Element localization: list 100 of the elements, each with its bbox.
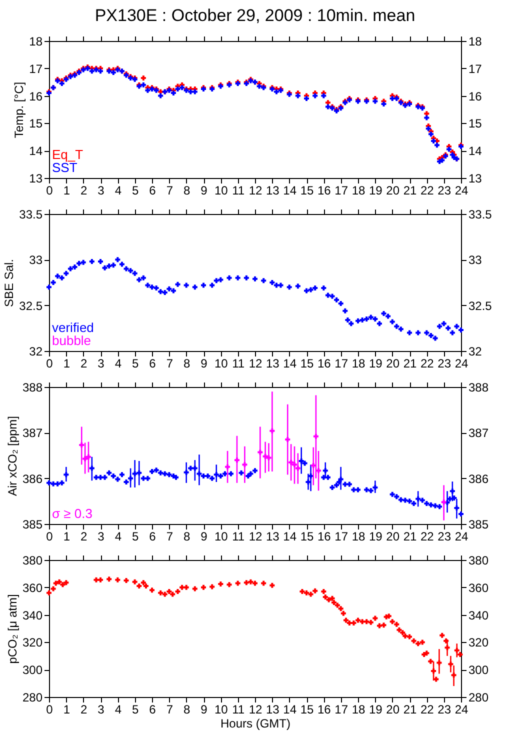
x-tick-label: 12 (248, 184, 262, 198)
x-tick-label: 17 (334, 184, 348, 198)
y2-tick-label: 380 (468, 554, 489, 568)
x-tick-label: 10 (214, 184, 228, 198)
y-tick-label: 14 (29, 144, 43, 158)
x-tick-label: 4 (114, 530, 122, 544)
x-tick-label: 11 (232, 530, 245, 544)
x-tick-label: 19 (368, 530, 383, 544)
y2-tick-label: 33 (468, 253, 482, 268)
x-tick-label: 22 (420, 530, 434, 544)
y2-tick-label: 33.5 (468, 208, 492, 222)
x-tick-label: 8 (183, 184, 190, 198)
point (288, 460, 294, 465)
y-tick-label: 380 (22, 554, 43, 568)
x-tick-label: 3 (98, 356, 105, 370)
x-tick-label: 2 (80, 184, 88, 198)
x-tick-label: 16 (317, 702, 332, 716)
point (258, 450, 263, 455)
point (316, 468, 322, 474)
x-tick-label: 16 (317, 356, 332, 370)
text: Eq_T (52, 147, 84, 162)
x-tick-label: 17 (334, 702, 348, 716)
x-tick-label: 9 (200, 184, 208, 198)
x-tick-label: 20 (386, 702, 400, 716)
x-tick-label: 12 (248, 530, 262, 544)
x-tick-label: 17 (334, 530, 348, 544)
y-tick-label: 13 (29, 172, 43, 186)
x-tick-label: 7 (166, 184, 174, 198)
x-tick-label: 1 (63, 702, 70, 716)
x-tick-label: 13 (266, 184, 280, 198)
y2-tick-label: 32 (468, 344, 482, 358)
x-tick-label: 13 (266, 702, 280, 716)
point (285, 437, 290, 442)
y2-tick-label: 13 (468, 172, 482, 186)
y-tick-label: 15 (29, 116, 43, 131)
x-tick-label: 10 (214, 702, 228, 716)
x-tick-label: 6 (149, 184, 156, 198)
point (270, 428, 275, 434)
x-tick-label: 11 (232, 702, 245, 716)
x-tick-label: 0 (46, 184, 54, 198)
y-axis-title: Air xCO₂ [ppm] (5, 416, 20, 496)
x-tick-label: 3 (98, 184, 105, 198)
y2-tick-label: 18 (468, 34, 482, 48)
y2-tick-label: 388 (468, 380, 489, 394)
x-tick-label: 24 (454, 184, 468, 198)
x-tick-label: 17 (334, 356, 348, 370)
y-tick-label: 18 (29, 34, 43, 48)
x-tick-label: 20 (386, 356, 400, 370)
x-tick-label: 14 (283, 702, 297, 716)
point (242, 462, 248, 468)
point (225, 464, 230, 470)
x-tick-label: 16 (317, 530, 332, 544)
point (313, 434, 318, 439)
x-tick-label: 19 (368, 184, 383, 198)
x-tick-label: 7 (166, 702, 174, 716)
x-tick-label: 11 (232, 356, 245, 370)
y2-tick-label: 385 (468, 518, 489, 532)
y2-tick-label: 320 (468, 636, 489, 650)
x-tick-label: 20 (386, 184, 400, 198)
x-tick-label: 21 (403, 184, 417, 198)
x-tick-label: 24 (454, 356, 468, 370)
chart-title: PX130E : October 29, 2009 : 10min. mean (94, 6, 416, 25)
x-tick-label: 0 (46, 530, 54, 544)
x-tick-label: 6 (149, 356, 156, 370)
y-tick-label: 33 (29, 253, 43, 268)
x-tick-label: 23 (438, 530, 452, 544)
x-tick-label: 16 (317, 184, 332, 198)
x-tick-label: 9 (200, 530, 208, 544)
x-tick-label: 22 (420, 184, 434, 198)
y2-tick-label: 32.5 (468, 298, 492, 313)
x-tick-label: 0 (46, 356, 54, 370)
x-tick-label: 21 (403, 702, 417, 716)
x-tick-label: 9 (200, 702, 208, 716)
point (234, 458, 240, 463)
x-tick-label: 6 (149, 702, 156, 716)
x-tick-label: 5 (132, 356, 139, 370)
x-tick-label: 5 (132, 702, 139, 716)
x-tick-label: 11 (232, 184, 245, 198)
x-tick-label: 24 (454, 702, 468, 716)
x-tick-label: 19 (368, 702, 383, 716)
x-tick-label: 0 (46, 702, 54, 716)
x-tick-label: 1 (63, 530, 70, 544)
y-tick-label: 387 (22, 426, 43, 440)
point (266, 455, 272, 460)
y2-tick-label: 387 (468, 426, 489, 440)
x-tick-label: 10 (214, 356, 228, 370)
y-tick-label: 340 (22, 608, 43, 622)
x-tick-label: 24 (454, 530, 468, 544)
y2-tick-label: 15 (468, 116, 482, 131)
x-tick-label: 22 (420, 702, 434, 716)
x-tick-label: 1 (63, 356, 70, 370)
x-tick-label: 12 (248, 356, 262, 370)
x-tick-label: 2 (80, 702, 88, 716)
x-tick-label: 18 (352, 184, 366, 198)
y2-tick-label: 340 (468, 608, 489, 622)
x-tick-label: 5 (132, 530, 139, 544)
x-tick-label: 1 (63, 184, 70, 198)
point (86, 454, 91, 460)
x-tick-label: 13 (266, 530, 280, 544)
point (292, 462, 297, 468)
